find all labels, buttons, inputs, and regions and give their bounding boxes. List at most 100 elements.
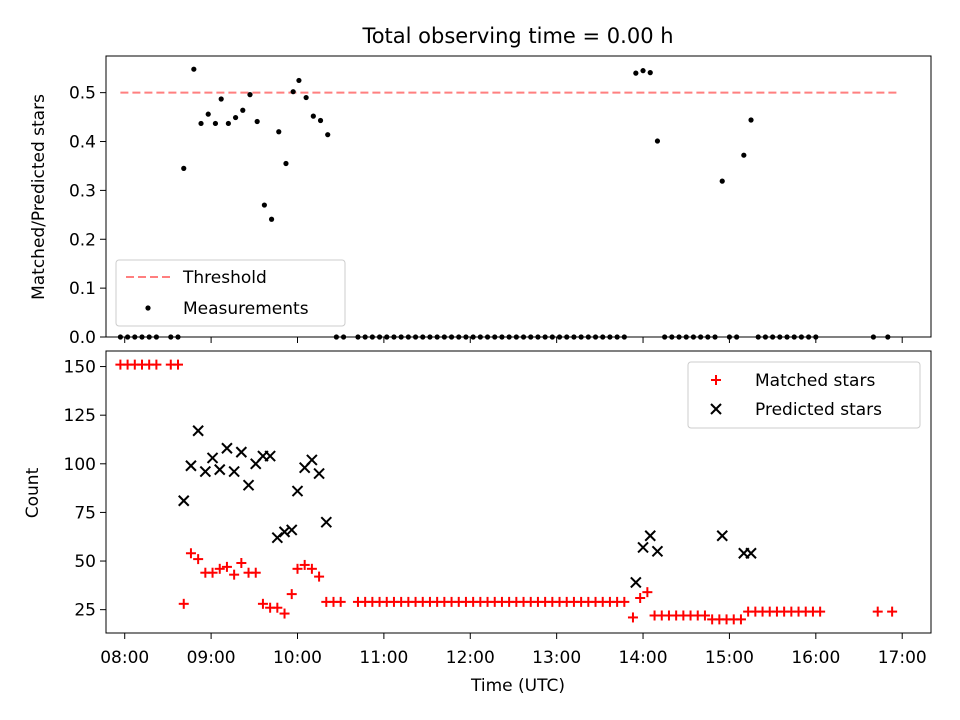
measurement-point: [640, 68, 646, 74]
ratio-panel-frame: [105, 55, 932, 338]
matched-stars-point: [642, 587, 653, 598]
legend-threshold-label: Threshold: [182, 268, 267, 288]
measurement-point: [741, 152, 747, 158]
ratio-panel: 0.0 0.1 0.2 0.3 0.4 0.5 Matched/Predicted sta…: [29, 55, 932, 348]
predicted-stars-point: [214, 463, 226, 476]
matched-stars-point: [172, 359, 183, 370]
matched-stars-point: [619, 596, 630, 607]
measurement-point: [310, 113, 316, 119]
matched-stars-point: [229, 569, 240, 580]
count-y-tick-label: 125: [64, 406, 96, 426]
measurement-point: [647, 70, 653, 76]
ratio-y-axis-label: Matched/Predicted stars: [29, 94, 49, 300]
measurement-point: [283, 160, 289, 167]
measurement-point: [325, 132, 331, 138]
ratio-legend-box: [115, 259, 346, 327]
measurement-point: [748, 117, 754, 123]
measurement-point: [181, 165, 187, 171]
predicted-stars-point: [264, 450, 276, 462]
measurement-point: [719, 178, 725, 184]
matched-stars-point: [185, 548, 196, 559]
measurement-point: [198, 120, 204, 127]
ratio-y-tick-label: 0.4: [69, 133, 96, 153]
predicted-stars-point: [228, 465, 240, 478]
count-legend: Matched stars Predicted stars: [687, 361, 921, 429]
legend-predicted-label: Predicted stars: [755, 400, 882, 420]
predicted-stars-point: [206, 452, 219, 464]
matched-stars-point: [250, 567, 261, 578]
predicted-stars-point: [320, 516, 332, 528]
matched-stars-point: [214, 563, 225, 574]
count-y-tick-label: 150: [64, 358, 96, 378]
matched-stars-point: [335, 596, 346, 607]
matched-stars-point: [887, 606, 898, 617]
predicted-stars-point: [644, 530, 656, 542]
ratio-y-tick-label: 0.3: [69, 181, 96, 201]
matched-stars-point: [286, 589, 297, 600]
x-tick-label: 14:00: [619, 648, 668, 668]
count-legend-box: [687, 361, 921, 429]
measurement-point: [191, 66, 197, 72]
predicted-stars-point: [313, 467, 325, 480]
predicted-stars-point: [242, 479, 255, 491]
measurement-point: [261, 202, 267, 208]
x-tick-label: 11:00: [359, 648, 408, 668]
measurement-point: [268, 216, 275, 222]
measurement-point: [290, 89, 296, 95]
measurement-point: [633, 70, 639, 76]
measurement-point: [296, 77, 302, 84]
legend-measurements-label: Measurements: [183, 299, 309, 319]
matched-stars-point: [279, 608, 290, 619]
matched-stars-point: [193, 554, 204, 565]
ratio-y-tick-label: 0.0: [69, 328, 96, 348]
matched-stars-point: [306, 563, 317, 574]
predicted-stars-point: [745, 547, 757, 559]
matched-stars-point: [635, 592, 646, 603]
matched-stars-point: [236, 557, 247, 568]
predicted-stars-point: [192, 425, 204, 437]
ratio-legend: Threshold Measurements: [115, 259, 346, 327]
count-y-tick-label: 75: [74, 503, 96, 523]
matched-stars-point: [872, 606, 883, 617]
predicted-stars-point: [178, 495, 190, 507]
matched-stars-point: [221, 561, 232, 572]
matched-stars-point: [299, 559, 310, 570]
predicted-stars-point: [630, 576, 642, 589]
matched-stars-point: [815, 606, 826, 617]
matched-stars-point: [272, 602, 283, 613]
predicted-stars-point: [637, 541, 649, 554]
measurement-point: [218, 96, 224, 102]
x-tick-label: 15:00: [705, 648, 754, 668]
chart-title: Total observing time = 0.00 h: [361, 24, 673, 48]
matched-stars-point: [627, 612, 638, 623]
measurement-point: [654, 138, 661, 144]
measurement-point: [225, 120, 231, 127]
x-tick-label: 17:00: [878, 648, 927, 668]
legend-matched-label: Matched stars: [755, 371, 875, 391]
x-tick-label: 16:00: [791, 648, 840, 668]
count-y-axis-label: Count: [23, 467, 43, 518]
matched-stars-point: [257, 598, 268, 609]
count-y-tick-label: 50: [74, 552, 96, 572]
legend-predicted-swatch: [710, 403, 722, 415]
predicted-stars-point: [286, 524, 298, 536]
legend-matched-swatch: [711, 375, 721, 385]
measurement-point: [240, 107, 246, 113]
predicted-stars-point: [306, 454, 318, 466]
ratio-y-tick-label: 0.5: [69, 84, 96, 104]
count-y-tick-label: 100: [64, 455, 96, 475]
measurement-point: [247, 92, 253, 98]
measurement-point: [205, 111, 211, 117]
x-axis-label: Time (UTC): [470, 676, 565, 696]
predicted-stars-point: [291, 485, 304, 497]
measurement-point: [212, 120, 219, 127]
count-panel-frame: [105, 350, 932, 634]
ratio-y-tick-label: 0.2: [69, 230, 96, 250]
ratio-y-tick-label: 0.1: [69, 279, 96, 299]
x-tick-label: 10:00: [273, 648, 322, 668]
x-tick-label: 12:00: [446, 648, 495, 668]
matched-stars-point: [151, 359, 162, 370]
matched-stars-point: [699, 610, 710, 621]
matched-stars-point: [735, 614, 746, 625]
x-tick-label: 08:00: [100, 648, 149, 668]
